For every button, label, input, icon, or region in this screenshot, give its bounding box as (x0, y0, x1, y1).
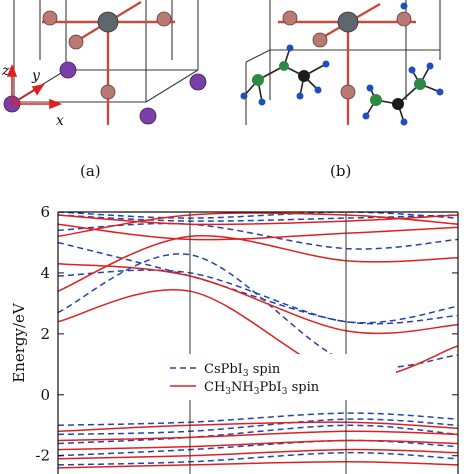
band-line-ch3nh3pbi3 (58, 223, 458, 241)
band-structure-plot: 6 4 2 0 -2 Energy/eV CsPbI3 spin CH3NH3PbI3 … (10, 203, 459, 474)
iodine-atom (396, 11, 412, 27)
axis-label-x: x (56, 113, 64, 129)
band-line-cspbi3 (58, 424, 458, 445)
y-tick-label: -2 (35, 447, 50, 465)
band-line-ch3nh3pbi3 (58, 461, 458, 469)
iodine-atom (312, 32, 328, 48)
y-tick-label: 2 (40, 325, 50, 343)
y-axis-title: Energy/eV (10, 302, 28, 383)
band-line-cspbi3 (58, 241, 458, 325)
band-line-ch3nh3pbi3 (58, 439, 458, 451)
band-line-ch3nh3pbi3 (58, 263, 458, 335)
legend: CsPbI3 spin CH3NH3PbI3 spin (166, 354, 396, 400)
band-line-cspbi3 (58, 412, 458, 427)
band-line-cspbi3 (58, 451, 458, 466)
band-line-ch3nh3pbi3 (58, 448, 458, 460)
band-line-ch3nh3pbi3 (58, 212, 458, 238)
iodine-atom (68, 34, 84, 50)
iodine-atom (340, 84, 356, 100)
band-line-ch3nh3pbi3 (58, 421, 458, 433)
panel-a-structure: z y x (a) (1, 0, 207, 180)
y-axis-ticks: 6 4 2 0 -2 (35, 203, 458, 465)
band-line-cspbi3 (58, 212, 458, 219)
band-lines (58, 212, 458, 469)
legend-label-ch: CH3NH3PbI3 spin (204, 380, 320, 397)
legend-background (166, 354, 396, 400)
band-line-cspbi3 (58, 253, 458, 369)
band-line-cspbi3 (58, 439, 458, 457)
iodine-atom (100, 84, 116, 100)
band-line-ch3nh3pbi3 (58, 214, 458, 226)
cesium-atom (139, 107, 157, 125)
panel-b-label: (b) (330, 162, 351, 180)
iodine-atom (156, 11, 172, 27)
iodine-atom (42, 10, 58, 26)
y-tick-label: 6 (40, 203, 50, 221)
legend-label-cs: CsPbI3 spin (204, 362, 281, 379)
methylammonium-group (240, 44, 330, 106)
axis-label-z: z (1, 63, 10, 79)
panel-a-axes (6, 63, 63, 110)
y-tick-label: 0 (40, 386, 50, 404)
cesium-atom (59, 61, 77, 79)
band-line-ch3nh3pbi3 (58, 289, 458, 379)
lead-atom (337, 11, 359, 33)
band-line-cspbi3 (58, 222, 458, 250)
cesium-atom (189, 73, 207, 91)
panel-b-structure: (b) (240, 0, 444, 180)
band-line-cspbi3 (58, 269, 458, 324)
band-line-ch3nh3pbi3 (58, 430, 458, 442)
lead-atom (97, 11, 119, 33)
band-line-ch3nh3pbi3 (58, 234, 458, 292)
band-line-cspbi3 (58, 214, 458, 222)
iodine-atom (282, 10, 298, 26)
methylammonium-group (362, 62, 444, 126)
panel-a-label: (a) (80, 162, 101, 180)
y-tick-label: 4 (40, 264, 50, 282)
band-line-cspbi3 (58, 418, 458, 436)
axis-label-y: y (31, 68, 41, 84)
nitrogen-atom (400, 2, 408, 10)
